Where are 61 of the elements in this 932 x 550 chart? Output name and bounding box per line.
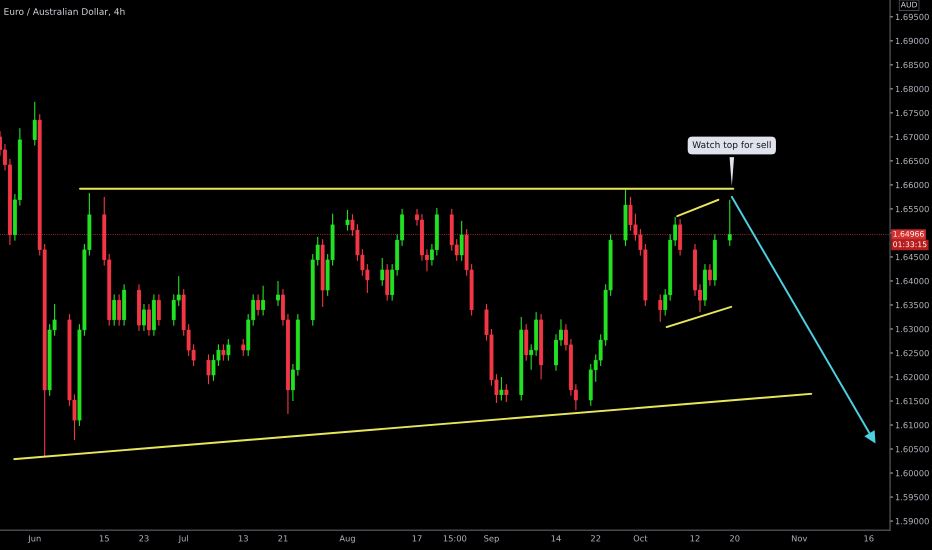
text: Euro / Australian Dollar, 4h xyxy=(4,8,124,16)
candlestick xyxy=(276,280,280,306)
candlestick xyxy=(112,294,116,326)
y-tick-label: 1.59500 xyxy=(896,494,929,500)
y-tick-label: 1.67500 xyxy=(896,110,929,116)
annotation: Watch top for sell xyxy=(692,141,771,150)
x-tick-label: Jul xyxy=(178,535,188,544)
candlestick xyxy=(499,376,504,402)
x-tick-label: 21 xyxy=(278,535,288,542)
x-tick-label: 23 xyxy=(139,535,149,542)
y-tick-label: 1.59000 xyxy=(896,518,929,524)
x-tick-label: Sep xyxy=(484,535,499,544)
x-tick-label: Nov xyxy=(792,535,808,542)
x-tick-label: 17 xyxy=(412,535,422,542)
x-tick-label: 16 xyxy=(864,535,874,542)
y-tick-label: 1.68000 xyxy=(896,86,929,92)
candlestick xyxy=(261,285,266,316)
candlestick xyxy=(117,294,122,326)
x-tick-label: Oct xyxy=(634,535,648,542)
x-tick-label: Jun xyxy=(28,535,41,544)
x-tick-label: 20 xyxy=(730,535,740,542)
x-tick-label: 15:00 xyxy=(444,535,466,542)
y-tick-label: 1.62000 xyxy=(896,374,929,380)
candlestick xyxy=(206,354,210,385)
y-tick-label: 1.69500 xyxy=(896,14,929,20)
y-tick-label: 1.60500 xyxy=(896,446,929,452)
candlestick xyxy=(708,264,712,286)
candlestick xyxy=(221,344,226,362)
y-tick-label: 1.60000 xyxy=(896,470,929,476)
y-tick-label: 1.61000 xyxy=(896,422,929,428)
y-tick-label: 1.64500 xyxy=(896,254,929,260)
y-tick-label: 1.67000 xyxy=(896,134,929,140)
y-tick-label: 1.66000 xyxy=(896,182,929,188)
x-tick-label: 15 xyxy=(100,535,109,542)
candlestick xyxy=(380,257,384,286)
y-tick-label: 1.66500 xyxy=(896,158,929,164)
candlestick xyxy=(156,294,161,326)
candlestick xyxy=(226,338,230,362)
candlestick xyxy=(142,303,146,332)
x-tick-label: Aug xyxy=(339,535,355,544)
y-tick-label: 1.62500 xyxy=(896,350,929,356)
x-tick-label: 14 xyxy=(552,535,561,542)
candlestick xyxy=(728,199,732,246)
candlestick xyxy=(460,220,464,262)
candlestick xyxy=(658,294,662,322)
candlestick xyxy=(241,338,246,356)
candlestick xyxy=(146,303,151,336)
x-tick-label: 12 xyxy=(690,535,700,542)
y-tick-label: 1.63000 xyxy=(896,326,929,332)
y-tick-label: 1.63500 xyxy=(896,302,929,308)
candlestick xyxy=(256,294,260,316)
y-tick-label: 1.64000 xyxy=(896,278,929,284)
candlestick xyxy=(346,209,350,232)
y-tick-label: 1.65500 xyxy=(896,206,929,212)
x-tick-label: 13 xyxy=(238,535,248,542)
candlestick xyxy=(32,101,37,146)
x-tick-label: 22 xyxy=(591,535,600,542)
y-tick-label: 1.68500 xyxy=(896,62,929,68)
candlestick xyxy=(504,384,508,403)
y-tick-label: 1.69000 xyxy=(896,38,929,44)
y-tick-label: 1.61500 xyxy=(896,398,929,404)
